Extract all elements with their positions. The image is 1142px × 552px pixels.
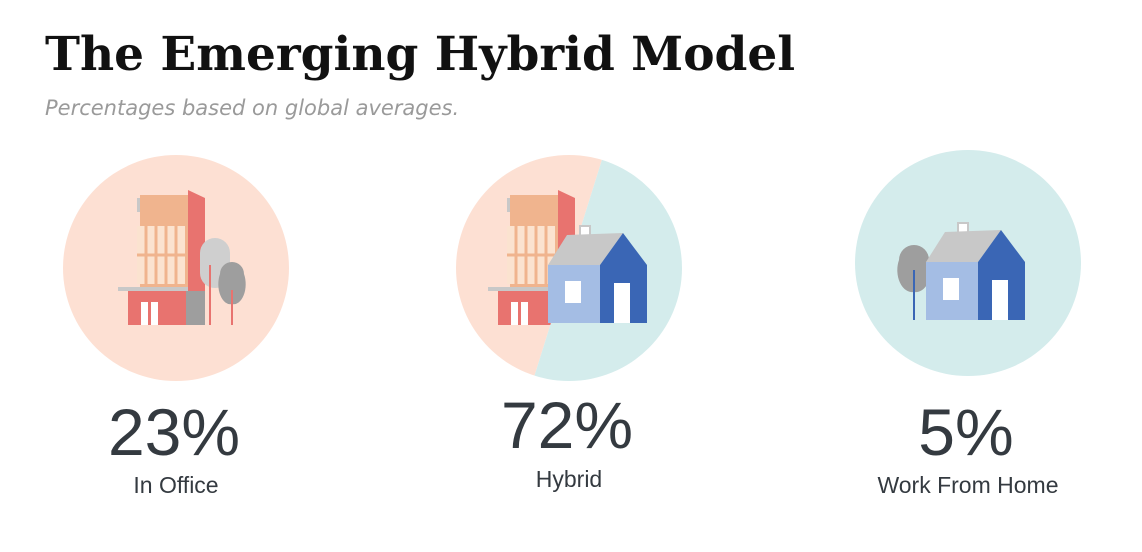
percentage: 23% bbox=[108, 395, 240, 469]
hybrid: 72% Hybrid bbox=[456, 155, 682, 492]
subtitle: Percentages based on global averages. bbox=[45, 96, 459, 120]
label: Work From Home bbox=[877, 472, 1058, 498]
title: The Emerging Hybrid Model bbox=[45, 27, 795, 82]
label: Hybrid bbox=[536, 466, 602, 492]
percentage: 5% bbox=[918, 395, 1013, 469]
label: In Office bbox=[133, 472, 218, 498]
work-from-home: 5% Work From Home bbox=[855, 150, 1081, 498]
percentage: 72% bbox=[501, 388, 633, 462]
tree bbox=[897, 245, 931, 293]
in-office: 23% In Office bbox=[63, 155, 289, 498]
